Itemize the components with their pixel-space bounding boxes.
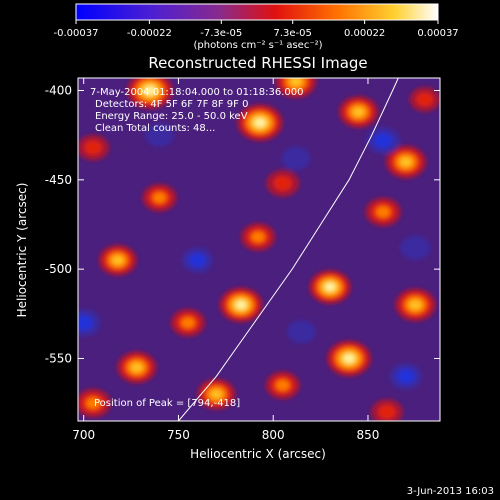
y-tick-label: -450 <box>45 173 72 187</box>
intensity-blob <box>377 404 397 420</box>
x-tick-label: 800 <box>262 428 285 442</box>
intensity-blob <box>78 315 94 331</box>
intensity-blob <box>144 85 156 96</box>
intensity-blob <box>254 118 266 128</box>
intensity-blob <box>86 397 101 409</box>
x-tick-label: 700 <box>72 428 95 442</box>
colorbar-tick-label: -0.00037 <box>54 28 99 39</box>
peak-position-label: Position of Peak = [794,-418] <box>94 398 240 409</box>
info-line-energy: Energy Range: 25.0 - 50.0 keV <box>95 111 248 122</box>
colorbar-tick-label: 0.00037 <box>417 28 458 39</box>
chart-title: Reconstructed RHESSI Image <box>148 54 367 72</box>
info-line-detectors: Detectors: 4F 5F 6F 7F 8F 9F 0 <box>95 99 248 110</box>
intensity-blob <box>188 253 207 268</box>
colorbar-gradient <box>75 3 439 21</box>
intensity-blob <box>130 362 143 373</box>
x-tick-label: 850 <box>357 428 380 442</box>
x-tick-label: 750 <box>167 428 190 442</box>
info-box: 7-May-2004 01:18:04.000 to 01:18:36.000 … <box>90 87 303 134</box>
info-line-clean: Clean Total counts: 48... <box>95 123 215 134</box>
image-blobs <box>78 78 440 421</box>
intensity-blob <box>273 175 293 192</box>
intensity-blob <box>352 107 365 117</box>
intensity-blob <box>251 231 265 243</box>
colorbar-tick-label: -0.00022 <box>127 28 172 39</box>
intensity-blob <box>399 156 413 167</box>
y-tick-label: -500 <box>45 262 72 276</box>
colorbar-units: (photons cm⁻² s⁻¹ asec⁻²) <box>193 40 322 51</box>
intensity-blob <box>235 300 247 310</box>
colorbar-tick-label: -7.3e-05 <box>200 28 242 39</box>
axis-ticks: 700 750 800 850 -400 -450 -500 -550 <box>45 78 440 442</box>
y-tick-label: -550 <box>45 351 72 365</box>
colorbar: -0.00037 -0.00022 -7.3e-05 7.3e-05 0.00022 0.… <box>54 3 459 51</box>
intensity-blob <box>287 320 316 344</box>
info-line-time: 7-May-2004 01:18:04.000 to 01:18:36.000 <box>90 87 303 98</box>
colorbar-tick-label: 7.3e-05 <box>274 28 312 39</box>
intensity-blob <box>400 235 431 260</box>
intensity-blob <box>409 299 422 310</box>
intensity-blob <box>210 389 223 399</box>
intensity-blob <box>84 140 103 156</box>
intensity-blob <box>152 192 167 204</box>
y-tick-label: -400 <box>45 84 72 98</box>
plot-area: 700 750 800 850 -400 -450 -500 -550 7-May-2004 … <box>45 77 441 442</box>
intensity-blob <box>324 282 336 292</box>
y-axis-label: Heliocentric Y (arcsec) <box>15 183 29 318</box>
colorbar-tick-label: 0.00022 <box>344 28 385 39</box>
plot-frame <box>77 77 441 422</box>
x-axis-label: Heliocentric X (arcsec) <box>190 447 326 461</box>
intensity-blob <box>275 379 290 391</box>
intensity-blob <box>181 317 195 329</box>
intensity-blob <box>396 368 416 384</box>
intensity-blob <box>373 132 393 149</box>
intensity-blob <box>145 123 174 147</box>
intensity-blob <box>281 146 311 170</box>
colorbar-ticks: -0.00037 -0.00022 -7.3e-05 7.3e-05 0.00022 0.… <box>54 20 459 39</box>
footer-date: 3-Jun-2013 16:03 <box>407 486 494 497</box>
solar-limb-curve <box>178 78 399 421</box>
intensity-blob <box>376 206 391 218</box>
intensity-blob <box>416 92 434 107</box>
intensity-blob <box>111 255 124 265</box>
intensity-blob <box>343 354 355 363</box>
intensity-blob <box>289 78 303 87</box>
